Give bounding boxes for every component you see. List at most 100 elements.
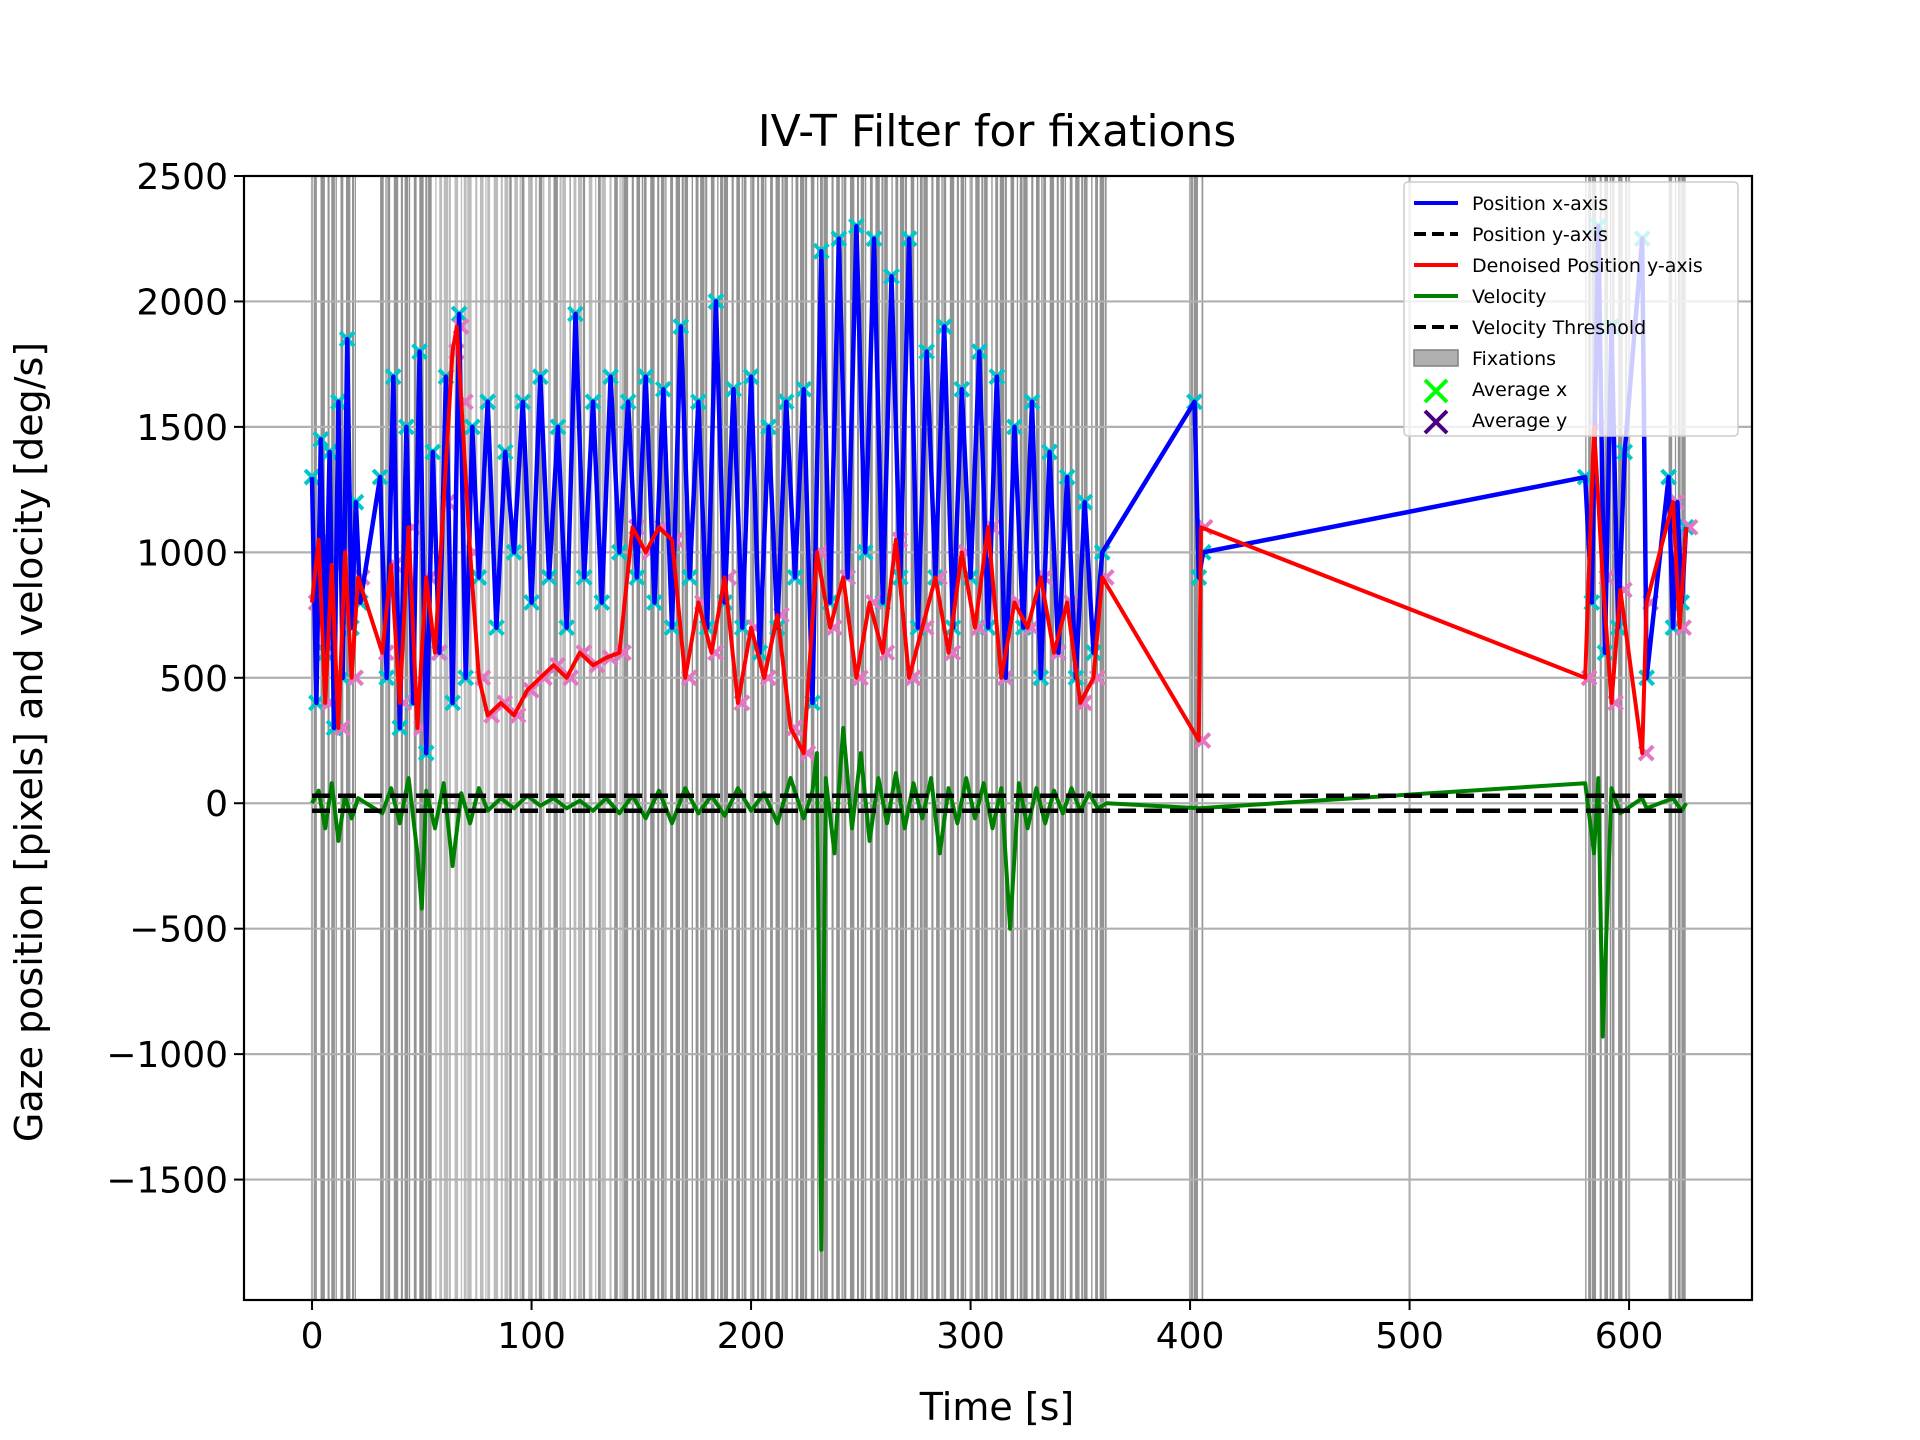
fixation-stripe xyxy=(981,176,984,1300)
y-tick-label: −500 xyxy=(129,910,228,951)
fixation-stripe xyxy=(831,176,834,1300)
fixation-stripe xyxy=(1681,176,1686,1300)
fixation-stripe xyxy=(984,176,988,1300)
fixation-stripe xyxy=(995,176,999,1300)
fixation-stripe xyxy=(775,176,780,1300)
fixation-stripe xyxy=(695,176,699,1300)
x-tick-label: 0 xyxy=(301,1316,324,1357)
fixation-stripe xyxy=(508,176,510,1300)
fixation-stripe xyxy=(641,176,644,1300)
fixation-stripe xyxy=(856,176,860,1300)
fixation-stripe xyxy=(404,176,409,1300)
fixation-stripe xyxy=(916,176,919,1300)
fixation-stripe xyxy=(514,176,518,1300)
fixation-stripe xyxy=(1083,176,1088,1300)
series-line-denoised-position-y-axis xyxy=(310,324,1689,756)
fixation-stripe xyxy=(1060,176,1065,1300)
fixation-stripe xyxy=(650,176,655,1300)
legend-label: Position x-axis xyxy=(1472,193,1608,215)
fixation-stripe xyxy=(435,176,437,1300)
fixation-stripe xyxy=(741,176,743,1300)
legend-item: Velocity xyxy=(1414,286,1547,308)
y-axis-ticks: −1500 −1000 −500 0 500 1000 1500 2000 2500 xyxy=(106,157,244,1202)
legend-swatch xyxy=(1413,349,1459,367)
y-tick-label: 1000 xyxy=(136,533,228,574)
fixation-stripe xyxy=(493,176,499,1300)
fixation-stripe xyxy=(1190,176,1193,1300)
fixation-stripe xyxy=(943,176,947,1300)
fixation-stripe xyxy=(1081,176,1084,1300)
legend-item: Average y xyxy=(1423,409,1567,435)
fixation-stripe xyxy=(538,176,543,1300)
fixation-stripe xyxy=(1599,176,1602,1300)
fixation-stripe xyxy=(601,176,606,1300)
fixation-stripe xyxy=(504,176,509,1300)
legend-item: Velocity Threshold xyxy=(1414,317,1646,339)
fixation-stripe xyxy=(643,176,647,1300)
fixation-stripe xyxy=(636,176,641,1300)
fixation-stripe xyxy=(340,176,344,1300)
fixation-stripe xyxy=(1049,176,1055,1300)
fixation-stripe xyxy=(380,176,384,1300)
fixation-stripe xyxy=(351,176,355,1300)
x-tick-label: 100 xyxy=(497,1316,566,1357)
fixation-stripe xyxy=(791,176,793,1300)
fixation-stripe xyxy=(800,176,805,1300)
fixation-stripe xyxy=(723,176,729,1300)
fixation-stripe xyxy=(895,176,899,1300)
fixation-stripe xyxy=(743,176,747,1300)
fixation-stripe xyxy=(448,176,451,1300)
legend: Position x-axis Position y-axis Denoised P… xyxy=(1403,181,1739,437)
fixation-stripe xyxy=(1095,176,1098,1300)
fixation-stripe xyxy=(860,176,865,1300)
average-y-marker xyxy=(549,656,566,674)
average-y-marker xyxy=(535,669,553,687)
fixation-stripe xyxy=(991,176,993,1300)
fixation-stripe xyxy=(314,176,317,1300)
fixation-region xyxy=(380,176,510,1300)
fixation-stripe xyxy=(760,176,765,1300)
fixation-stripe xyxy=(460,176,463,1300)
fixation-stripe xyxy=(869,176,873,1300)
y-tick-label: −1500 xyxy=(106,1161,228,1202)
fixation-stripe xyxy=(1035,176,1040,1300)
fixation-stripe xyxy=(1104,176,1107,1300)
legend-item: Position y-axis xyxy=(1414,224,1608,246)
fixation-stripe xyxy=(335,176,337,1300)
fixation-stripe xyxy=(583,176,586,1300)
fixation-stripe xyxy=(467,176,472,1300)
velocity-threshold-lines xyxy=(312,793,1689,814)
fixation-stripe xyxy=(736,176,740,1300)
fixation-stripe xyxy=(881,176,884,1300)
fixation-stripe xyxy=(609,176,612,1300)
fixation-stripe xyxy=(1010,176,1015,1300)
fixation-stripe xyxy=(770,176,773,1300)
legend-label: Average x xyxy=(1472,379,1567,401)
fixation-stripe xyxy=(1609,176,1611,1300)
fixation-stripe xyxy=(543,176,545,1300)
fixation-stripe xyxy=(899,176,905,1300)
fixation-stripe xyxy=(757,176,760,1300)
chart-title: IV-T Filter for fixations xyxy=(758,106,1237,157)
fixation-stripe xyxy=(817,176,819,1300)
fixation-stripe xyxy=(479,176,484,1300)
fixation-stripe xyxy=(331,176,335,1300)
legend-swatch xyxy=(1423,378,1449,404)
fixation-stripe xyxy=(784,176,788,1300)
series-line-velocity xyxy=(310,726,1688,1252)
fixation-stripe xyxy=(413,176,417,1300)
fixation-stripe xyxy=(823,176,828,1300)
fixation-stripe xyxy=(665,176,667,1300)
fixation-stripe xyxy=(485,176,487,1300)
x-tick-label: 600 xyxy=(1595,1316,1664,1357)
fixation-stripe xyxy=(1056,176,1059,1300)
fixation-stripe xyxy=(936,176,940,1300)
legend-label: Denoised Position y-axis xyxy=(1472,255,1703,277)
fixation-stripe xyxy=(439,176,443,1300)
fixation-stripe xyxy=(597,176,601,1300)
legend-item: Average x xyxy=(1423,378,1567,404)
fixation-stripe xyxy=(691,176,693,1300)
fixation-stripe xyxy=(765,176,767,1300)
series-line-position-x-axis xyxy=(309,223,1689,756)
fixation-stripe xyxy=(573,176,577,1300)
